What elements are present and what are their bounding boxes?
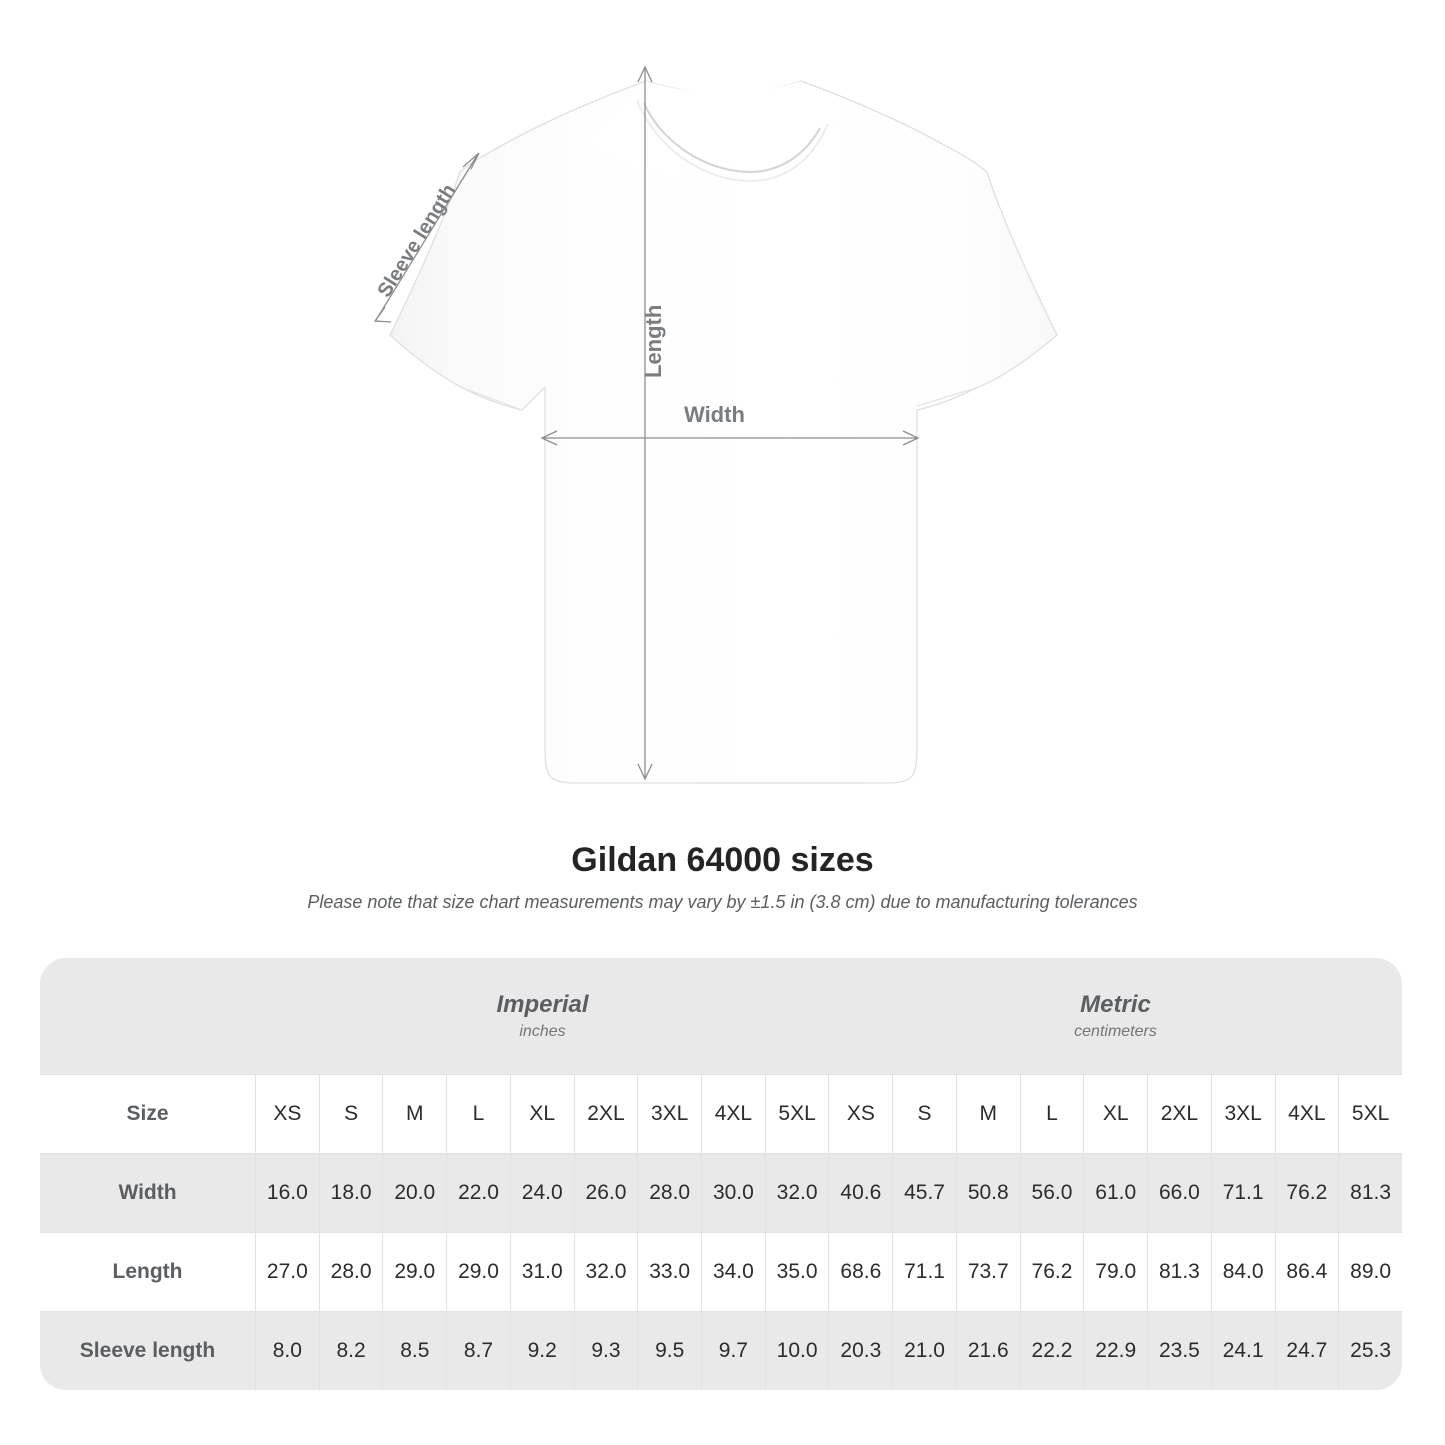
svg-text:Width: Width (684, 402, 745, 427)
svg-text:Length: Length (641, 305, 666, 378)
